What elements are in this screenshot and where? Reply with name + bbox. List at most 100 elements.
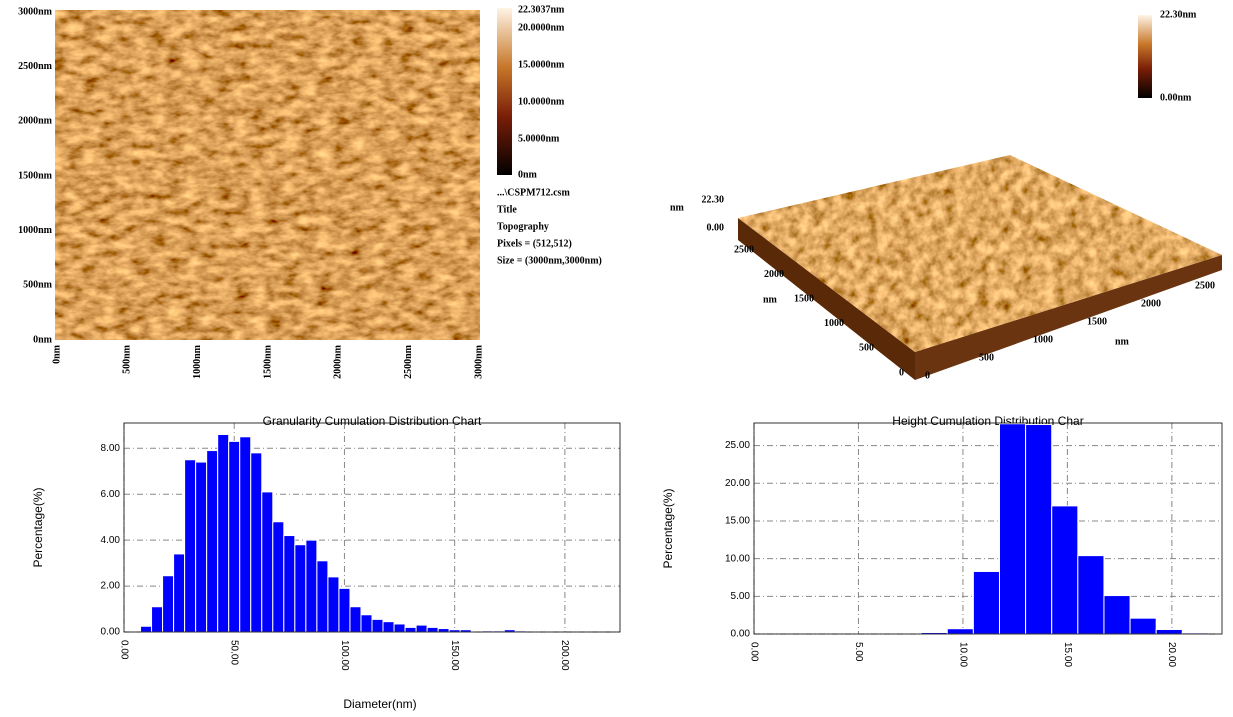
x-tick-label: 5.00 [853, 642, 864, 662]
x-tick-label: 0.00 [118, 640, 129, 660]
x-tick-label: 150.00 [449, 640, 460, 671]
bar [1051, 505, 1079, 635]
y-unit-3d: nm [763, 294, 778, 305]
bar [338, 587, 351, 633]
y-tick-label: 8.00 [101, 443, 121, 454]
y-label-3d: 1500 [794, 293, 814, 304]
colorbar-label: 15.0000nm [518, 59, 565, 70]
bar [1025, 424, 1053, 635]
afm-x-label: 3000nm [473, 344, 484, 379]
bar [393, 623, 406, 633]
info-line: Pixels = (512,512) [497, 238, 572, 249]
x-tick-label: 0.00 [748, 642, 759, 662]
bar [426, 626, 439, 633]
bar [162, 575, 175, 633]
colorbar-label: 20.0000nm [518, 22, 565, 33]
x-label-3d: 1000 [1033, 334, 1053, 345]
y-tick-label: 25.00 [725, 440, 750, 451]
bar [349, 606, 362, 633]
surface-side [915, 255, 1222, 380]
x-tick-label: 100.00 [339, 640, 350, 671]
y-label-3d: 1000 [824, 318, 844, 329]
chart-title: Granularity Cumulation Distribution Char… [263, 414, 482, 428]
bar [382, 621, 395, 633]
y-axis-label: Percentage(%) [661, 488, 675, 568]
bar [327, 576, 340, 633]
bar [173, 553, 186, 633]
plot-border [123, 422, 621, 633]
bar [972, 570, 1000, 635]
x-tick-label: 10.00 [957, 642, 968, 667]
y-axis-label: Percentage(%) [31, 487, 45, 567]
bar [140, 625, 153, 633]
bar [404, 626, 417, 633]
y-tick-label: 2.00 [101, 581, 121, 592]
y-label-3d: 2500 [734, 244, 754, 255]
bar [371, 618, 384, 633]
bar [294, 544, 307, 633]
afm-3d-surface [738, 155, 1222, 352]
x-label-3d: 2500 [1195, 280, 1215, 291]
surface-texture [738, 155, 1222, 352]
y-tick-label: 15.00 [725, 516, 750, 527]
y-tick-label: 10.00 [725, 553, 750, 564]
info-line: Title [497, 204, 517, 215]
y-tick-label: 4.00 [101, 535, 121, 546]
y-label-3d: 500 [859, 343, 874, 354]
afm-y-label: 1500nm [18, 170, 53, 181]
bar [184, 459, 197, 633]
surface-side [738, 218, 915, 380]
info-line: Size = (3000nm,3000nm) [497, 255, 602, 266]
bar [195, 461, 208, 633]
y-tick-label: 0.00 [731, 629, 751, 640]
afm-x-label: 2500nm [403, 344, 414, 379]
bar [206, 450, 219, 633]
afm-y-label: 0nm [33, 334, 53, 345]
bar [283, 535, 296, 633]
x-tick-label: 200.00 [559, 640, 570, 671]
bar [437, 628, 450, 633]
x-label-3d: 0 [925, 370, 930, 381]
info-line: Topography [497, 221, 549, 232]
afm-y-label: 500nm [23, 280, 53, 291]
y-tick-label: 0.00 [101, 627, 121, 638]
bar [316, 560, 329, 633]
afm-y-label: 2500nm [18, 61, 53, 72]
bar [1155, 628, 1183, 635]
x-label-3d: 2000 [1141, 298, 1161, 309]
z-unit: nm [670, 202, 685, 213]
z-label: 22.30 [702, 194, 725, 205]
bar [360, 614, 373, 633]
bar [1077, 555, 1105, 635]
bar [272, 521, 285, 633]
bar [946, 628, 974, 635]
bar [217, 433, 230, 633]
afm-x-label: 0nm [51, 344, 62, 364]
afm-y-label: 2000nm [18, 116, 53, 127]
bar [239, 436, 252, 633]
bar [1129, 617, 1157, 635]
colorbar-3d-label: 0.00nm [1160, 92, 1192, 103]
afm-image [55, 10, 480, 340]
bar [1103, 595, 1131, 635]
x-tick-label: 20.00 [1166, 642, 1177, 667]
x-tick-label: 15.00 [1062, 642, 1073, 667]
afm-x-label: 500nm [122, 344, 133, 374]
afm-x-label: 1000nm [192, 344, 203, 379]
bar [305, 539, 318, 633]
colorbar-label: 0nm [518, 169, 538, 180]
bar [151, 606, 164, 633]
y-label-3d: 2000 [764, 269, 784, 280]
bar [998, 423, 1027, 635]
info-line: ...\CSPM712.csm [497, 187, 570, 198]
bar [228, 440, 241, 633]
afm-x-label: 1500nm [262, 344, 273, 379]
afm-y-label: 1000nm [18, 225, 53, 236]
colorbar-label: 5.0000nm [518, 133, 560, 144]
x-tick-label: 50.00 [229, 640, 240, 665]
afm-x-label: 2000nm [333, 344, 344, 379]
y-tick-label: 6.00 [101, 489, 121, 500]
x-label-3d: 1500 [1087, 316, 1107, 327]
color-bar-3d [1138, 15, 1152, 98]
